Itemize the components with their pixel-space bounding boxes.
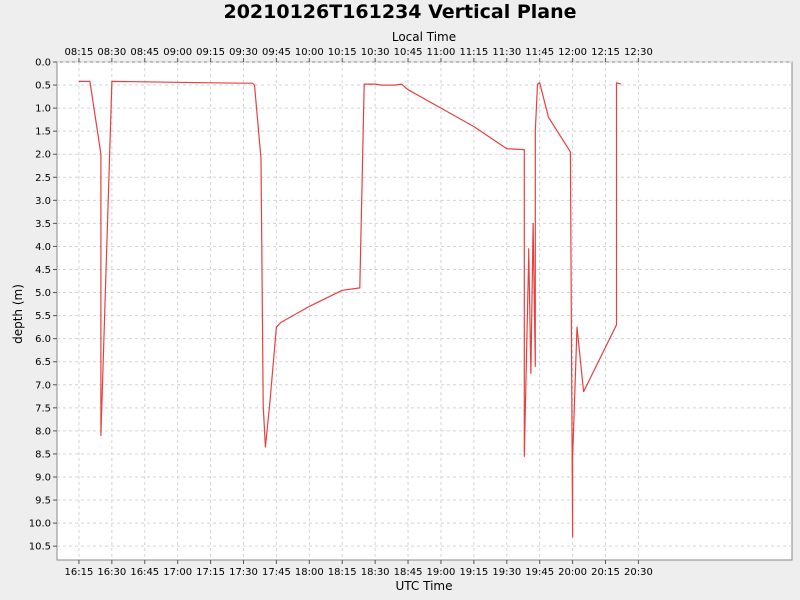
- x2-tick-label: 12:00: [558, 47, 587, 58]
- chart-title: 20210126T161234 Vertical Plane: [223, 1, 576, 23]
- x2-tick-label: 10:45: [394, 47, 423, 58]
- x-tick-label: 17:45: [262, 567, 291, 578]
- x2-tick-label: 11:15: [459, 47, 488, 58]
- x-tick-label: 19:30: [492, 567, 521, 578]
- y-tick-label: 7.5: [35, 403, 51, 414]
- x2-tick-label: 11:00: [427, 47, 456, 58]
- y-tick-label: 5.5: [35, 311, 51, 322]
- x2-tick-label: 09:00: [163, 47, 192, 58]
- x-tick-label: 18:15: [328, 567, 357, 578]
- x2-tick-label: 08:45: [130, 47, 159, 58]
- x-axis-label: UTC Time: [396, 579, 453, 593]
- y-tick-label: 6.0: [35, 334, 51, 345]
- y-tick-label: 10.0: [29, 519, 51, 530]
- x-tick-label: 16:30: [97, 567, 126, 578]
- x-tick-label: 20:15: [591, 567, 620, 578]
- y-tick-label: 3.5: [35, 219, 51, 230]
- x2-tick-label: 11:45: [525, 47, 554, 58]
- x-tick-label: 17:15: [196, 567, 225, 578]
- y-tick-label: 2.0: [35, 150, 51, 161]
- y-tick-label: 4.5: [35, 265, 51, 276]
- x-tick-label: 17:30: [229, 567, 258, 578]
- depth-series-line: [78, 80, 622, 538]
- y-tick-label: 8.0: [35, 426, 51, 437]
- x2-tick-label: 12:15: [591, 47, 620, 58]
- x-tick-label: 20:00: [558, 567, 587, 578]
- y-tick-label: 0.5: [35, 81, 51, 92]
- y-tick-label: 5.0: [35, 288, 51, 299]
- y-tick-label: 6.5: [35, 357, 51, 368]
- x2-tick-label: 09:15: [196, 47, 225, 58]
- x2-tick-label: 10:15: [328, 47, 357, 58]
- top-axis-label: Local Time: [392, 30, 456, 44]
- y-tick-label: 1.0: [35, 104, 51, 115]
- x-tick-label: 19:45: [525, 567, 554, 578]
- y-tick-label: 1.5: [35, 127, 51, 138]
- x-tick-label: 19:00: [427, 567, 456, 578]
- series-layer: [78, 80, 622, 538]
- x-tick-label: 16:45: [130, 567, 159, 578]
- x-tick-label: 18:30: [361, 567, 390, 578]
- x-tick-label: 18:00: [295, 567, 324, 578]
- y-tick-label: 2.5: [35, 173, 51, 184]
- x-tick-label: 19:15: [459, 567, 488, 578]
- x2-tick-label: 08:15: [65, 47, 94, 58]
- y-tick-label: 10.5: [29, 542, 51, 553]
- x-tick-label: 20:30: [624, 567, 653, 578]
- y-tick-label: 3.0: [35, 196, 51, 207]
- y-tick-label: 0.0: [35, 58, 51, 69]
- y-tick-label: 9.5: [35, 496, 51, 507]
- y-tick-label: 7.0: [35, 380, 51, 391]
- x-tick-label: 18:45: [394, 567, 423, 578]
- x-tick-label: 17:00: [163, 567, 192, 578]
- x2-tick-label: 11:30: [492, 47, 521, 58]
- x2-tick-label: 12:30: [624, 47, 653, 58]
- x2-tick-label: 09:30: [229, 47, 258, 58]
- plot-area: [56, 61, 793, 561]
- x2-tick-label: 09:45: [262, 47, 291, 58]
- y-tick-label: 9.0: [35, 473, 51, 484]
- ticks-layer: 16:15 08:15 16:30 08:30 16:45 08:45 17:00 09:00…: [29, 47, 653, 578]
- y-tick-label: 8.5: [35, 449, 51, 460]
- x-tick-label: 16:15: [65, 567, 94, 578]
- y-tick-label: 4.0: [35, 242, 51, 253]
- x2-tick-label: 10:00: [295, 47, 324, 58]
- x2-tick-label: 08:30: [97, 47, 126, 58]
- y-axis-label: depth (m): [11, 284, 25, 344]
- x2-tick-label: 10:30: [361, 47, 390, 58]
